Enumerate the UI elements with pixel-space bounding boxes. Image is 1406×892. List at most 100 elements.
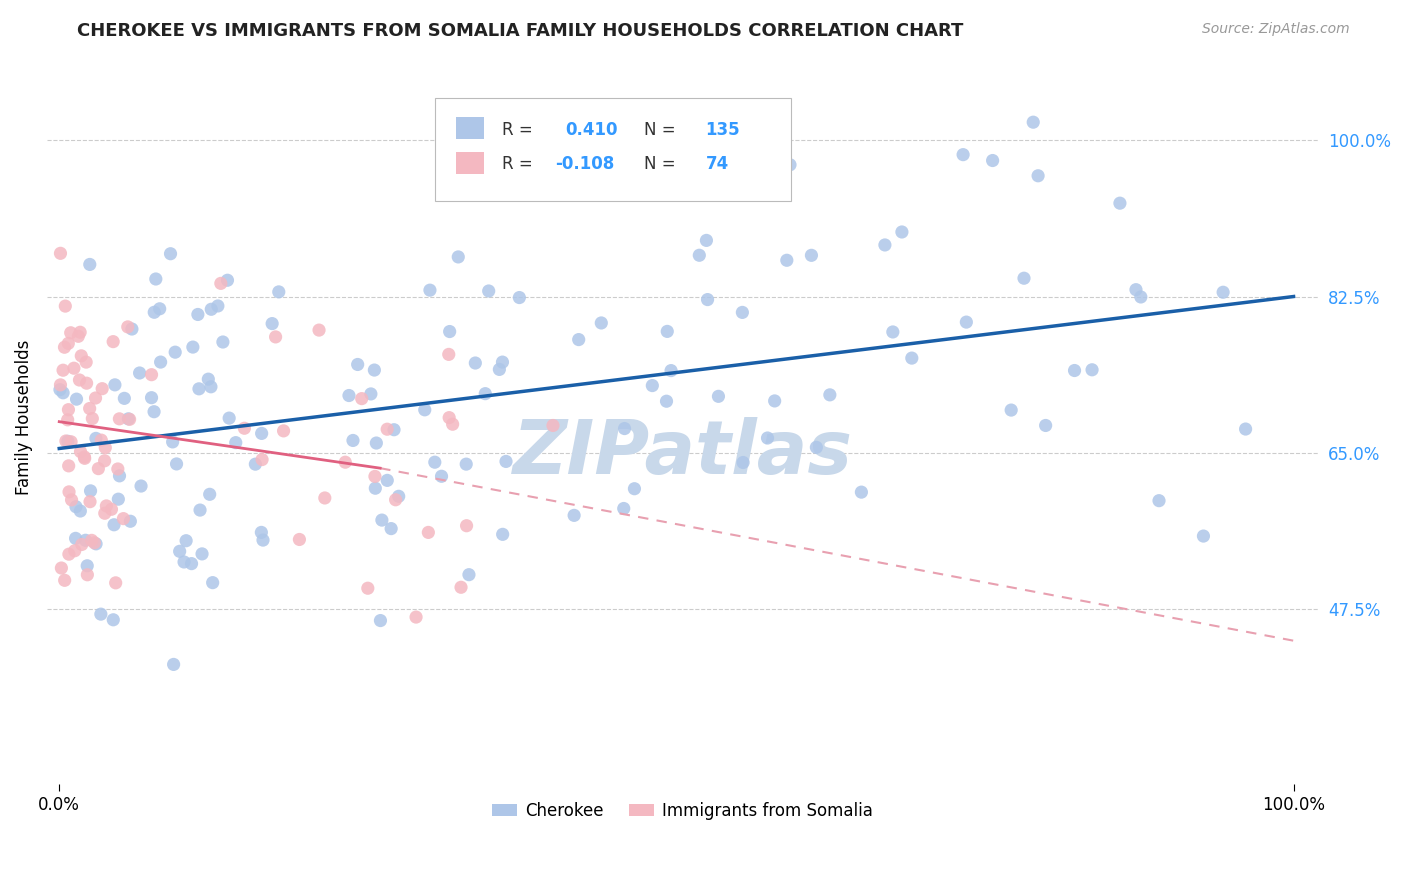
Text: ZIPatlas: ZIPatlas [513, 417, 852, 491]
Point [250, 525, 273, 540]
Point [1109, 196, 1132, 211]
Point [952, 147, 974, 161]
Point [93, 454, 115, 468]
Point [60, 434, 83, 449]
Point [380, 522, 402, 536]
Point [217, 273, 239, 287]
Point [162, 657, 184, 672]
Text: CHEROKEE VS IMMIGRANTS FROM SOMALIA FAMILY HOUSEHOLDS CORRELATION CHART: CHEROKEE VS IMMIGRANTS FROM SOMALIA FAMI… [77, 22, 963, 40]
Point [181, 340, 204, 354]
Point [73, 451, 96, 466]
Point [188, 382, 211, 396]
Point [200, 302, 222, 317]
Point [308, 323, 330, 337]
Point [53, 340, 76, 354]
Point [52, 385, 75, 400]
FancyBboxPatch shape [434, 98, 790, 201]
Point [79, 257, 101, 271]
Point [508, 291, 530, 305]
FancyBboxPatch shape [457, 118, 484, 139]
Point [104, 575, 127, 590]
Point [197, 372, 219, 386]
Point [364, 469, 387, 483]
Point [69, 444, 91, 458]
Point [337, 388, 360, 402]
Point [1063, 363, 1085, 377]
Point [1035, 418, 1057, 433]
Point [818, 388, 841, 402]
Text: 74: 74 [706, 155, 728, 173]
Point [418, 525, 440, 540]
Text: 0.410: 0.410 [565, 120, 619, 139]
Point [67, 329, 90, 343]
Point [173, 555, 195, 569]
Point [187, 308, 209, 322]
Text: N =: N = [644, 120, 676, 139]
Point [245, 457, 267, 471]
Point [707, 389, 730, 403]
Point [641, 378, 664, 392]
Point [541, 418, 564, 433]
Point [60, 492, 83, 507]
Point [441, 417, 464, 432]
Point [695, 234, 717, 248]
Point [212, 334, 235, 349]
Text: R =: R = [502, 155, 533, 173]
Point [474, 386, 496, 401]
Point [84, 537, 107, 551]
Point [174, 533, 197, 548]
Point [53, 299, 76, 313]
Point [83, 535, 105, 549]
Point [149, 355, 172, 369]
Point [955, 315, 977, 329]
Point [79, 401, 101, 416]
Point [733, 455, 755, 469]
Point [1125, 283, 1147, 297]
FancyBboxPatch shape [457, 152, 484, 174]
Point [562, 508, 585, 523]
Point [165, 345, 187, 359]
Point [201, 575, 224, 590]
Point [370, 614, 392, 628]
Point [65, 532, 87, 546]
Point [335, 455, 357, 469]
Point [779, 158, 801, 172]
Point [59, 326, 82, 340]
Point [873, 238, 896, 252]
Point [49, 383, 72, 397]
Point [101, 334, 124, 349]
Point [118, 412, 141, 426]
Point [1081, 363, 1104, 377]
Point [79, 483, 101, 498]
Point [1234, 422, 1257, 436]
Legend: Cherokee, Immigrants from Somalia: Cherokee, Immigrants from Somalia [485, 796, 880, 827]
Point [357, 581, 380, 595]
Point [1022, 115, 1045, 129]
Point [191, 547, 214, 561]
Point [659, 363, 682, 377]
Point [696, 293, 718, 307]
Point [141, 391, 163, 405]
Point [264, 330, 287, 344]
Point [96, 499, 118, 513]
Point [350, 392, 373, 406]
Point [55, 434, 77, 448]
Text: -0.108: -0.108 [555, 155, 614, 173]
Point [63, 361, 86, 376]
Point [568, 333, 591, 347]
Point [450, 580, 472, 594]
Point [56, 434, 79, 449]
Point [456, 518, 478, 533]
Point [84, 431, 107, 445]
Point [69, 504, 91, 518]
Point [262, 317, 284, 331]
Point [1192, 529, 1215, 543]
Point [141, 368, 163, 382]
Point [437, 410, 460, 425]
Point [87, 461, 110, 475]
Point [413, 402, 436, 417]
Point [79, 494, 101, 508]
Point [364, 481, 387, 495]
Point [58, 458, 80, 473]
Point [159, 246, 181, 260]
